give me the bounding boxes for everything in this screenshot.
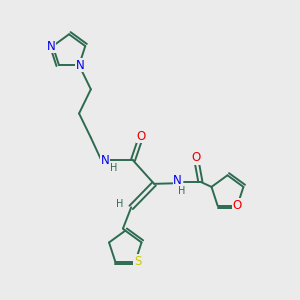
Text: H: H	[178, 186, 185, 196]
Text: N: N	[76, 59, 85, 72]
Text: H: H	[116, 199, 124, 209]
Text: N: N	[173, 174, 182, 188]
Text: O: O	[136, 130, 146, 142]
Text: N: N	[47, 40, 56, 52]
Text: H: H	[110, 163, 117, 172]
Text: O: O	[233, 199, 242, 212]
Text: N: N	[100, 154, 109, 167]
Text: S: S	[134, 255, 141, 268]
Text: O: O	[191, 151, 201, 164]
